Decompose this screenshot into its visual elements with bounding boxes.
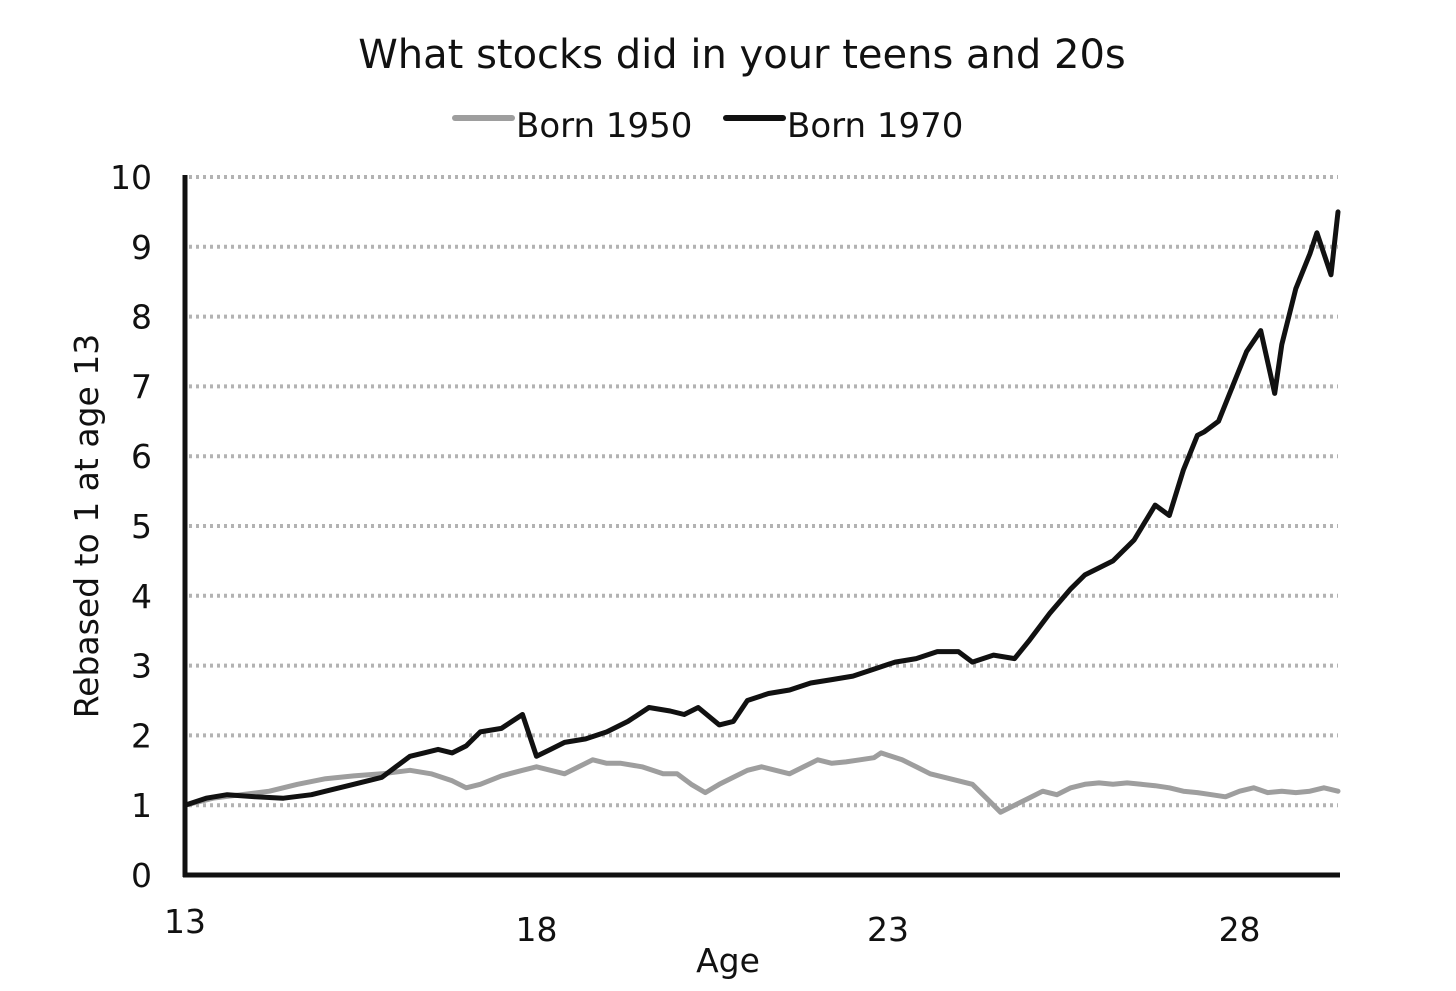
y-axis-ticks: 0 1 2 3 4 5 6 7 8 9 10: [110, 158, 152, 895]
y-tick-label: 0: [131, 856, 152, 895]
y-tick-label: 10: [110, 158, 152, 197]
y-axis-title: Rebased to 1 at age 13: [67, 334, 106, 719]
series-line-born-1970: [182, 209, 1341, 808]
legend-label-born-1950: Born 1950: [516, 106, 692, 146]
chart-title: What stocks did in your teens and 20s: [358, 32, 1125, 78]
y-tick-label: 8: [131, 298, 152, 337]
x-tick-label: 18: [516, 910, 558, 949]
legend: Born 1950 Born 1970: [452, 106, 963, 146]
legend-label-born-1970: Born 1970: [787, 106, 963, 146]
y-tick-label: 3: [131, 647, 152, 686]
x-axis-ticks: 13 18 23 28: [164, 902, 1261, 949]
y-tick-label: 2: [131, 716, 152, 755]
y-tick-label: 1: [131, 786, 152, 825]
x-tick-label: 23: [867, 910, 909, 949]
y-tick-label: 5: [131, 507, 152, 546]
x-axis-title: Age: [696, 941, 760, 980]
y-tick-label: 7: [131, 367, 152, 406]
y-tick-label: 4: [131, 577, 152, 616]
x-tick-label: 28: [1219, 910, 1261, 949]
gridlines: [189, 175, 1338, 808]
y-tick-label: 6: [131, 437, 152, 476]
y-tick-label: 9: [131, 228, 152, 267]
x-tick-label: 13: [164, 902, 206, 941]
series-lines: [182, 209, 1341, 815]
series-line-born-1950: [182, 750, 1341, 815]
